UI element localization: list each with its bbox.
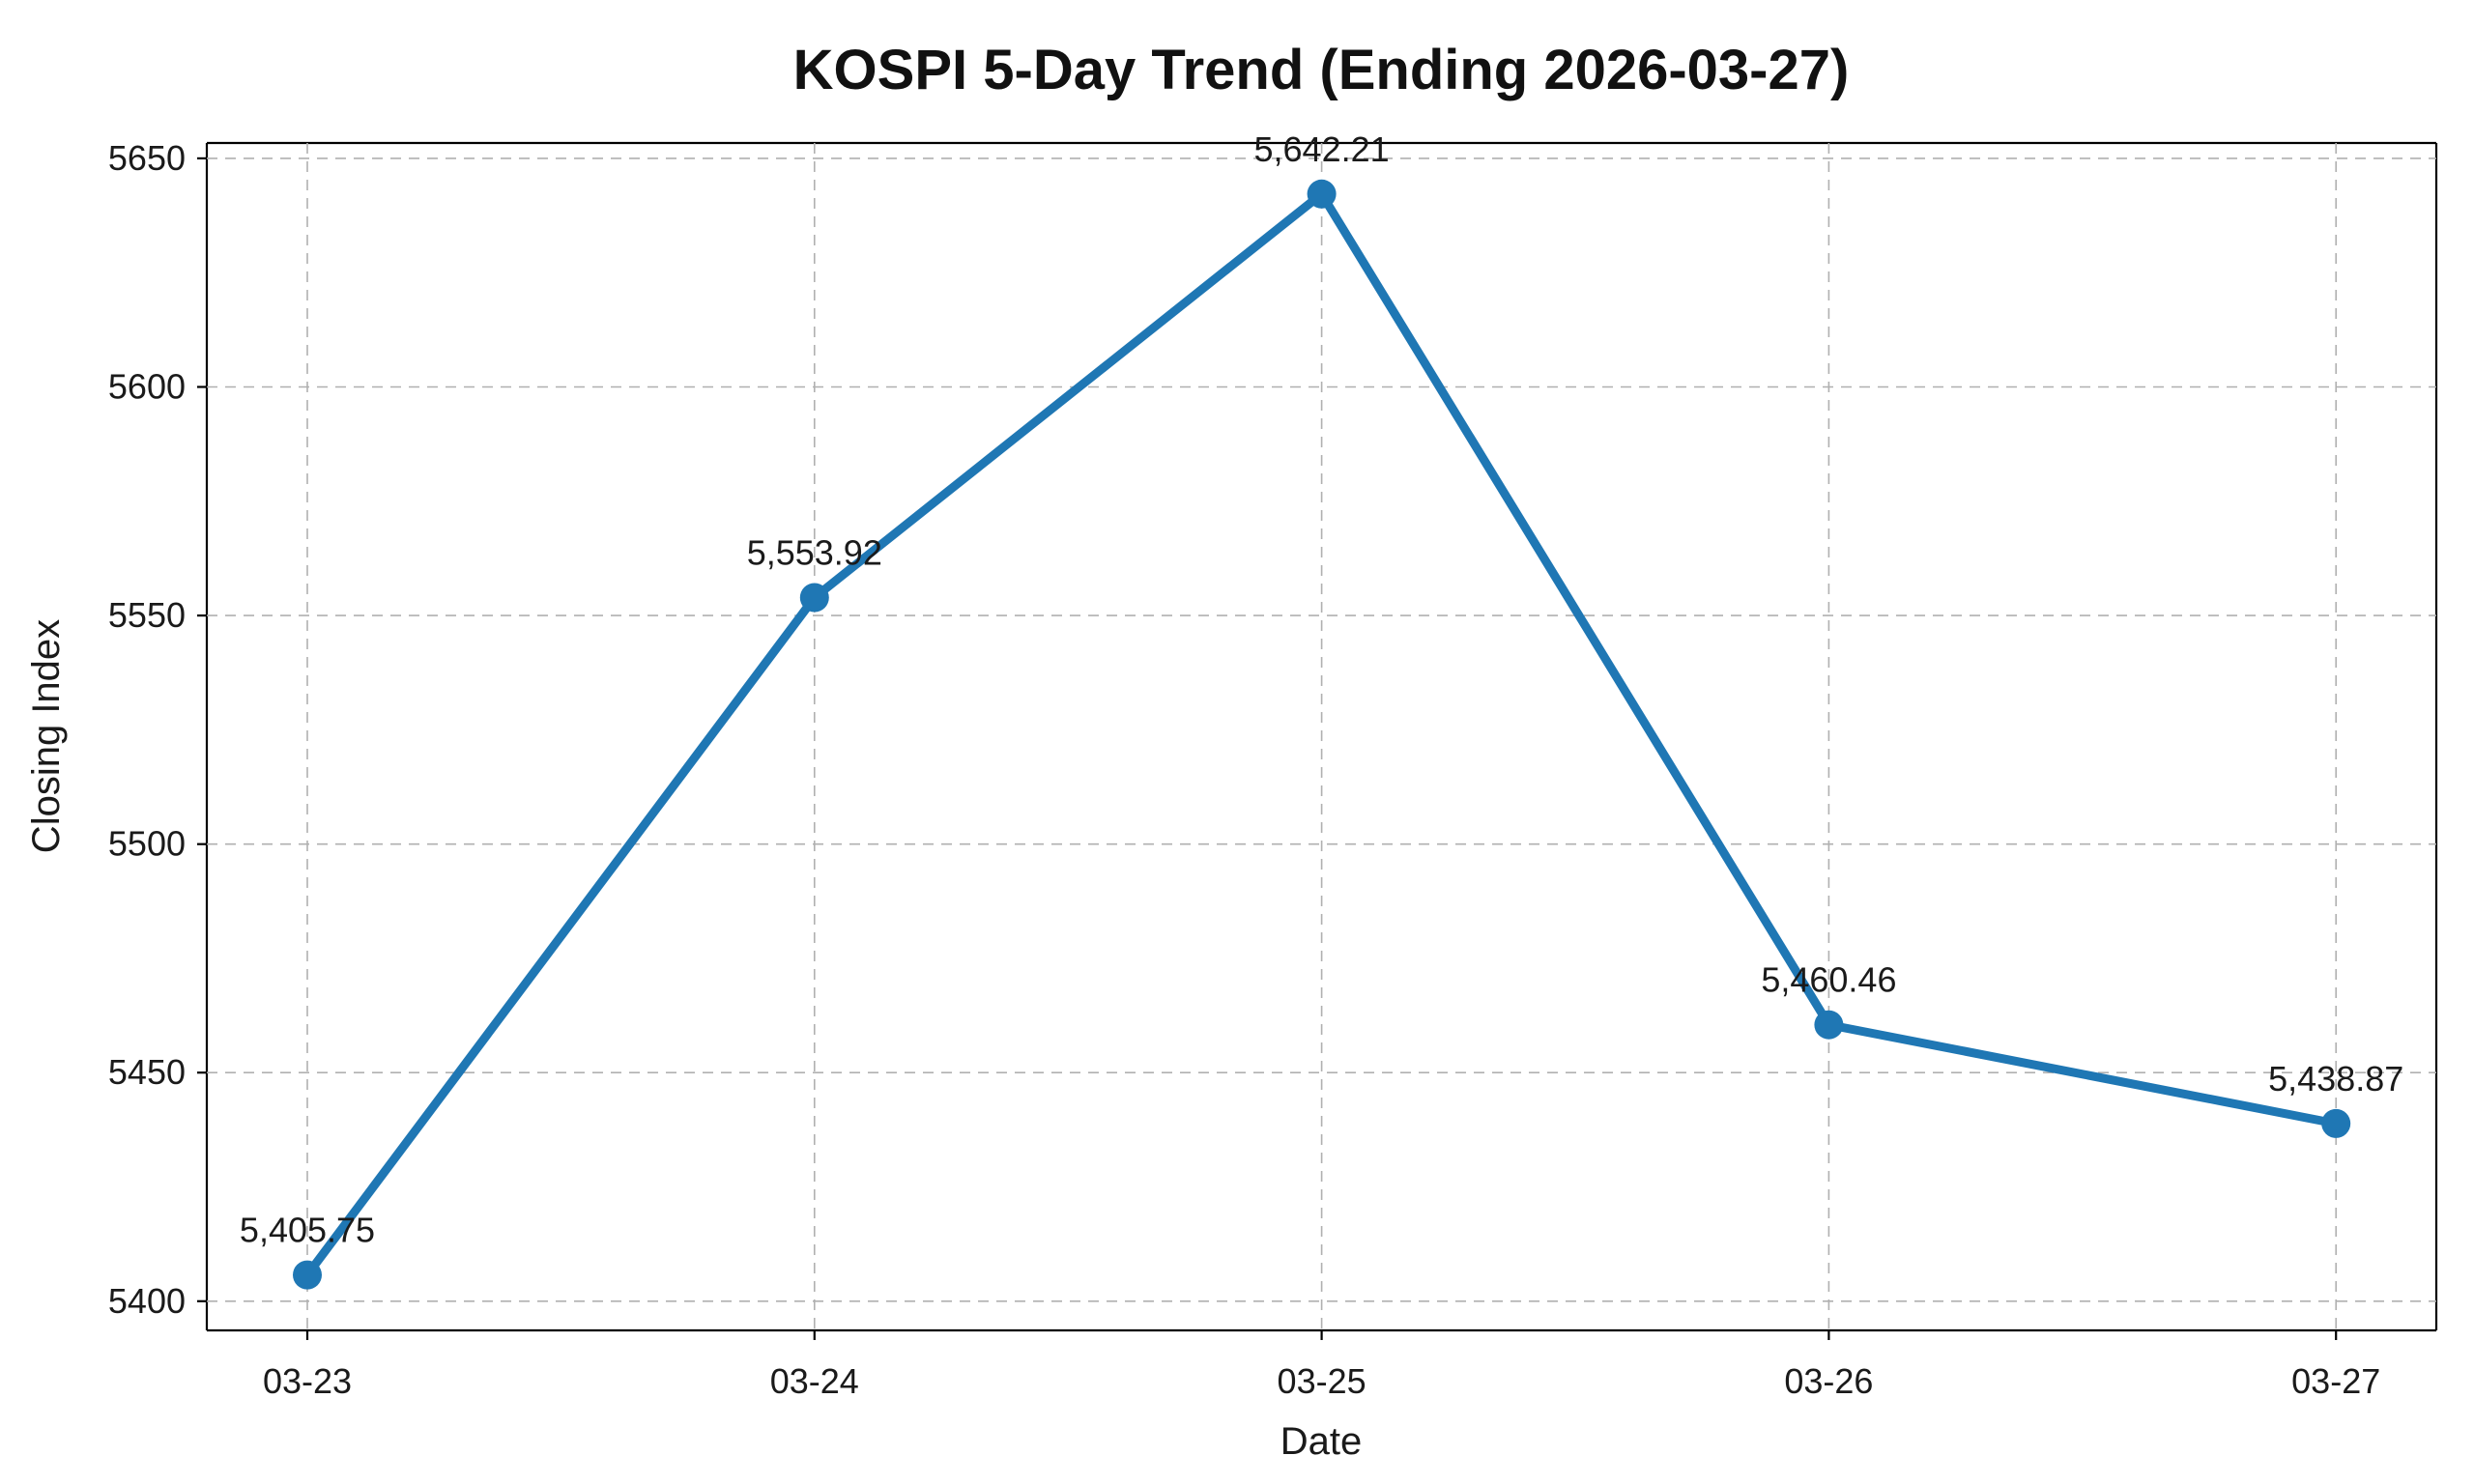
svg-text:03-24: 03-24	[770, 1361, 859, 1401]
svg-text:5550: 5550	[108, 595, 186, 635]
svg-text:5,553.92: 5,553.92	[747, 533, 882, 573]
svg-text:5,405.75: 5,405.75	[240, 1211, 375, 1250]
svg-text:5,642.21: 5,642.21	[1254, 129, 1390, 169]
svg-text:5,438.87: 5,438.87	[2268, 1059, 2403, 1099]
svg-text:03-27: 03-27	[2291, 1361, 2380, 1401]
svg-text:03-26: 03-26	[1784, 1361, 1873, 1401]
svg-text:5450: 5450	[108, 1052, 186, 1092]
svg-text:5400: 5400	[108, 1281, 186, 1321]
svg-text:5,460.46: 5,460.46	[1761, 960, 1896, 1000]
svg-text:KOSPI 5-Day Trend (Ending 2026: KOSPI 5-Day Trend (Ending 2026-03-27)	[793, 39, 1850, 101]
svg-text:Closing Index: Closing Index	[25, 619, 68, 853]
svg-text:5500: 5500	[108, 824, 186, 864]
svg-text:03-25: 03-25	[1278, 1361, 1366, 1401]
svg-text:5650: 5650	[108, 138, 186, 178]
svg-text:5600: 5600	[108, 367, 186, 407]
svg-text:Date: Date	[1280, 1420, 1363, 1463]
svg-text:03-23: 03-23	[263, 1361, 352, 1401]
